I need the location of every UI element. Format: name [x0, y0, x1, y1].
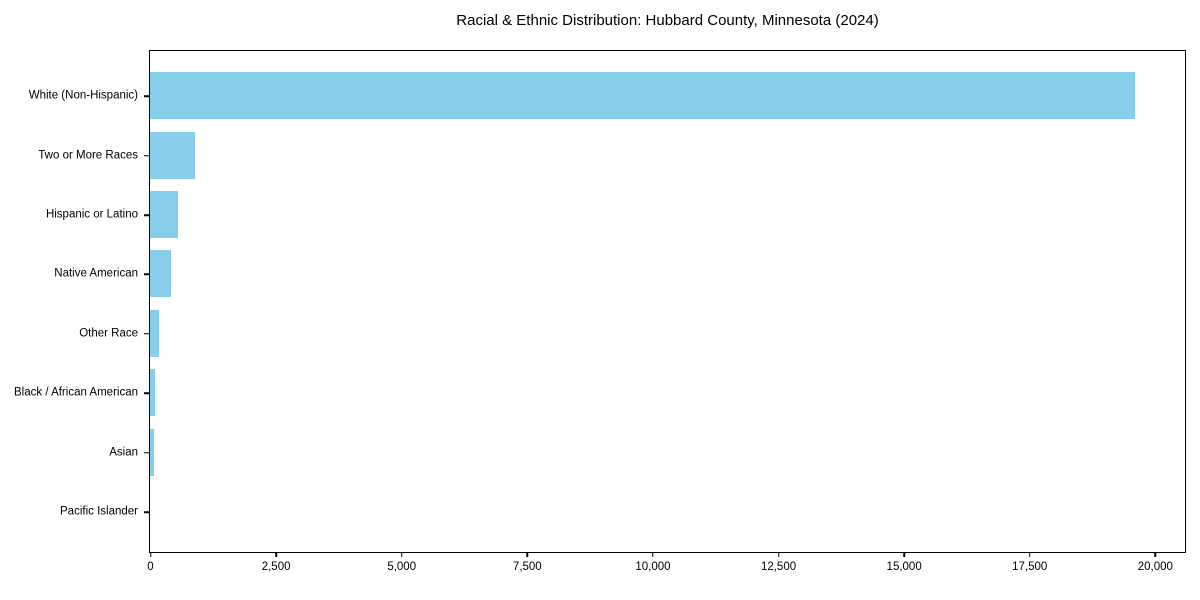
bars-container: [150, 51, 1185, 552]
x-tick-mark: [903, 553, 905, 557]
y-tick-mark: [144, 95, 149, 97]
bar-row: [150, 304, 1185, 363]
x-tick-label: 5,000: [387, 561, 417, 573]
x-tick-mark: [1029, 553, 1031, 557]
x-tick-label: 20,000: [1137, 561, 1173, 573]
y-tick-mark: [144, 451, 149, 454]
y-tick-mark: [144, 214, 149, 216]
x-tick-label: 0: [147, 561, 154, 573]
bar: [150, 309, 159, 357]
bar: [150, 190, 178, 238]
x-tick-label: 10,000: [635, 561, 671, 573]
x-tick-mark: [526, 553, 529, 557]
category-label: Other Race: [79, 327, 138, 340]
y-tick-mark: [144, 333, 149, 335]
bar-row: [150, 482, 1185, 541]
category-label: Two or More Races: [38, 148, 138, 161]
category-label: Native American: [54, 267, 138, 280]
bar-row: [150, 422, 1185, 481]
category-label: Pacific Islander: [60, 505, 138, 518]
y-tick-mark: [144, 511, 149, 513]
bar-row: [150, 363, 1185, 422]
bar: [150, 428, 155, 476]
bar: [150, 131, 196, 179]
y-tick-mark: [144, 154, 149, 157]
bar-row: [150, 125, 1185, 184]
bar: [150, 250, 172, 298]
y-tick-mark: [144, 273, 149, 276]
x-tick-label: 2,500: [261, 561, 291, 573]
x-tick-mark: [1154, 553, 1157, 557]
bar-row: [150, 244, 1185, 303]
bar: [150, 72, 1136, 120]
x-tick-mark: [275, 553, 277, 557]
category-label: Black / African American: [14, 386, 138, 399]
plot-area: [149, 50, 1186, 553]
y-tick-mark: [144, 392, 149, 394]
x-tick-mark: [400, 553, 403, 557]
x-tick-mark: [777, 553, 780, 557]
x-tick-label: 12,500: [760, 561, 797, 573]
bar-row: [150, 66, 1185, 125]
bar: [150, 369, 156, 417]
category-label: Hispanic or Latino: [45, 208, 138, 221]
bar-row: [150, 185, 1185, 244]
category-label: White (Non-Hispanic): [28, 89, 138, 102]
x-tick-label: 17,500: [1012, 561, 1048, 573]
chart-title: Racial & Ethnic Distribution: Hubbard Co…: [456, 12, 879, 29]
x-tick-label: 7,500: [512, 561, 542, 573]
category-label: Asian: [109, 445, 138, 458]
x-tick-label: 15,000: [886, 561, 922, 573]
x-tick-mark: [652, 553, 654, 557]
x-tick-mark: [149, 553, 152, 557]
